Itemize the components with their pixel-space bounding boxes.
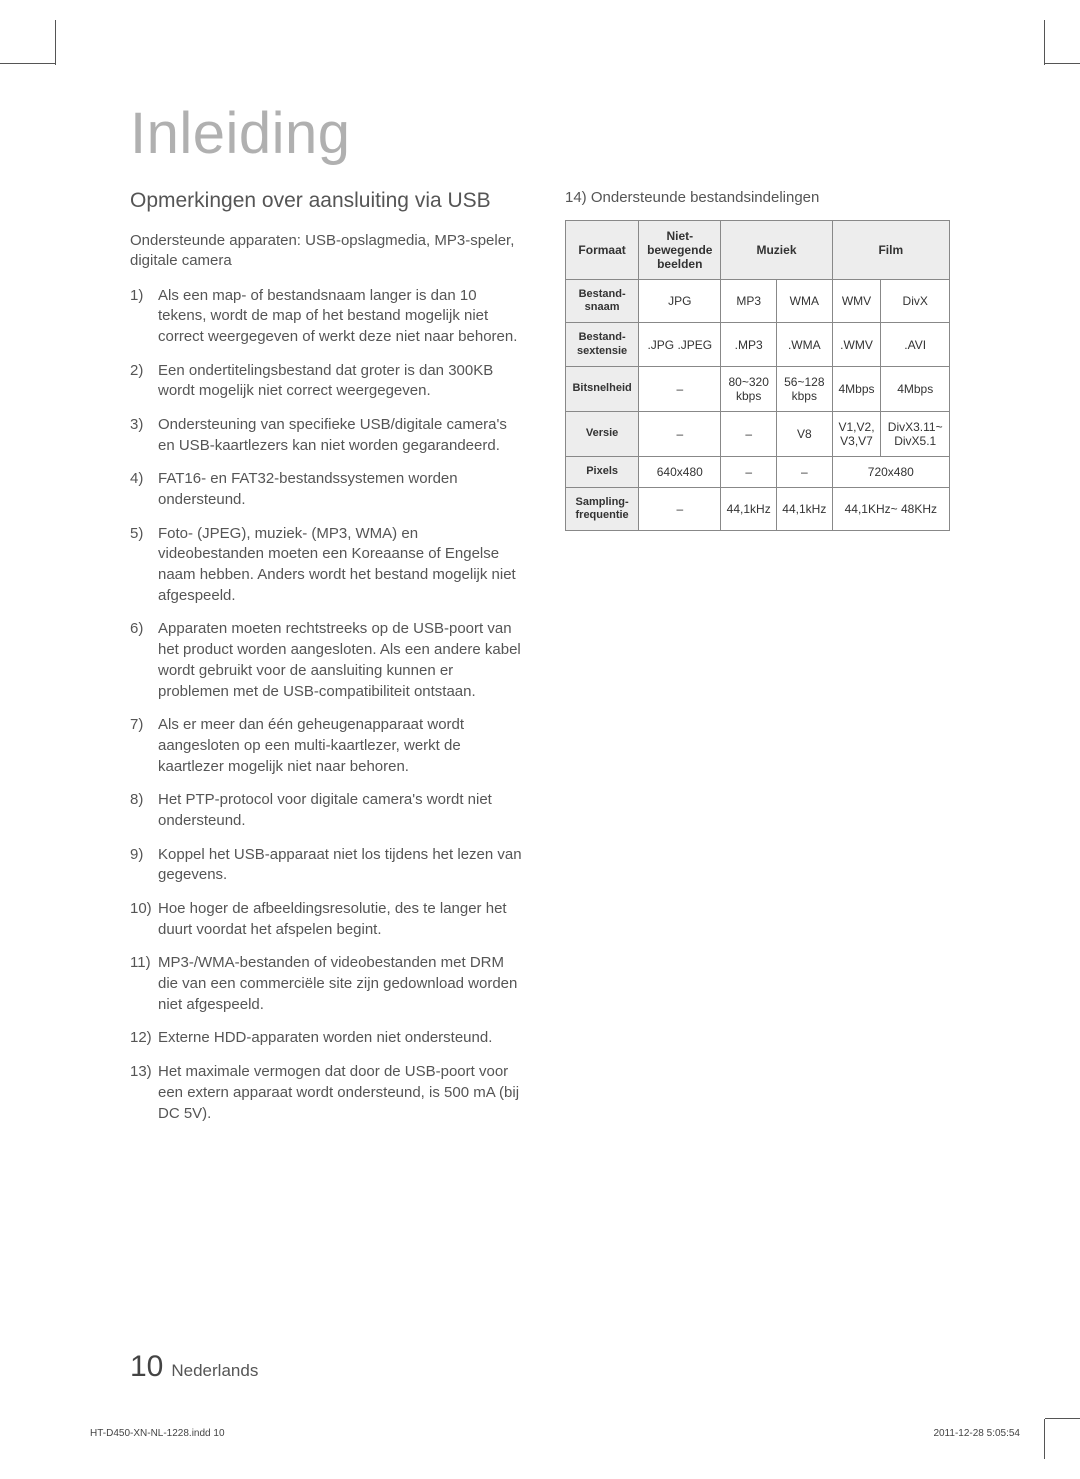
right-column: 14) Ondersteunde bestandsindelingen Form… [565,189,950,1137]
list-text: FAT16- en FAT32-bestandssystemen worden … [158,469,525,510]
cell: .MP3 [721,323,777,366]
list-item: 1)Als een map- of bestandsnaam langer is… [130,286,525,348]
indd-filename: HT-D450-XN-NL-1228.indd 10 [90,1428,225,1439]
list-text: Hoe hoger de afbeeldingsresolutie, des t… [158,899,525,940]
cell: 44,1KHz~ 48KHz [832,487,949,530]
col-header: Niet-bewegende beelden [639,221,721,280]
list-text: MP3-/WMA-bestanden of videobestanden met… [158,953,525,1015]
cell: – [639,366,721,411]
col-header: Formaat [566,221,639,280]
row-header: Bitsnelheid [566,366,639,411]
cell: 4Mbps [832,366,881,411]
left-column: Opmerkingen over aansluiting via USB Ond… [130,189,525,1137]
list-text: Koppel het USB-apparaat niet los tijdens… [158,845,525,886]
table-row: Versie – – V8 V1,V2, V3,V7 DivX3.11~ Div… [566,411,950,456]
cell: MP3 [721,280,777,323]
cell: – [639,411,721,456]
list-text: Het PTP-protocol voor digitale camera's … [158,790,525,831]
row-header: Bestand-sextensie [566,323,639,366]
crop-mark [1044,20,1045,65]
cell: 44,1kHz [721,487,777,530]
cell: 640x480 [639,456,721,487]
list-item: 11)MP3-/WMA-bestanden of videobestanden … [130,953,525,1015]
crop-mark [1045,1418,1080,1419]
crop-mark [1044,1419,1045,1459]
cell: 56~128 kbps [777,366,833,411]
intro-text: Ondersteunde apparaten: USB-opslagmedia,… [130,231,525,272]
page-title: Inleiding [130,100,950,167]
list-text: Ondersteuning van specifieke USB/digital… [158,415,525,456]
list-item: 7)Als er meer dan één geheugenapparaat w… [130,715,525,777]
notes-list: 1)Als een map- of bestandsnaam langer is… [130,286,525,1125]
list-text: Als er meer dan één geheugenapparaat wor… [158,715,525,777]
cell: .AVI [881,323,950,366]
crop-mark [0,63,55,64]
cell: DivX3.11~ DivX5.1 [881,411,950,456]
list-item: 6)Apparaten moeten rechtstreeks op de US… [130,619,525,702]
row-header: Versie [566,411,639,456]
cell: – [721,411,777,456]
cell: V8 [777,411,833,456]
cell: .WMA [777,323,833,366]
section-subtitle: Opmerkingen over aansluiting via USB [130,189,525,213]
row-header: Sampling-frequentie [566,487,639,530]
cell: JPG [639,280,721,323]
col-header: Film [832,221,949,280]
cell: 720x480 [832,456,949,487]
cell: 44,1kHz [777,487,833,530]
cell: 4Mbps [881,366,950,411]
list-item: 4)FAT16- en FAT32-bestandssystemen worde… [130,469,525,510]
list-item: 10)Hoe hoger de afbeeldingsresolutie, de… [130,899,525,940]
format-table: Formaat Niet-bewegende beelden Muziek Fi… [565,220,950,531]
list-item: 5)Foto- (JPEG), muziek- (MP3, WMA) en vi… [130,524,525,607]
list-item: 8)Het PTP-protocol voor digitale camera'… [130,790,525,831]
cell: WMV [832,280,881,323]
list-item: 12)Externe HDD-apparaten worden niet ond… [130,1028,525,1049]
row-header: Bestand-snaam [566,280,639,323]
language-label: Nederlands [171,1361,258,1381]
cell: .WMV [832,323,881,366]
crop-mark [1045,63,1080,64]
table-row: Bestand-snaam JPG MP3 WMA WMV DivX [566,280,950,323]
page-number: 10 [130,1350,163,1384]
list-text: Externe HDD-apparaten worden niet onders… [158,1028,525,1049]
cell: .JPG .JPEG [639,323,721,366]
row-header: Pixels [566,456,639,487]
list-item: 9)Koppel het USB-apparaat niet los tijde… [130,845,525,886]
cell: DivX [881,280,950,323]
list-item: 2)Een ondertitelingsbestand dat groter i… [130,361,525,402]
timestamp: 2011-12-28 5:05:54 [933,1428,1020,1439]
cell: – [639,487,721,530]
cell: WMA [777,280,833,323]
list-text: Als een map- of bestandsnaam langer is d… [158,286,525,348]
cell: – [777,456,833,487]
table-row: Sampling-frequentie – 44,1kHz 44,1kHz 44… [566,487,950,530]
cell: – [721,456,777,487]
cell: 80~320 kbps [721,366,777,411]
table-row: Pixels 640x480 – – 720x480 [566,456,950,487]
list-item: 13)Het maximale vermogen dat door de USB… [130,1062,525,1124]
page-content: Inleiding Opmerkingen over aansluiting v… [130,100,950,1137]
cell: V1,V2, V3,V7 [832,411,881,456]
list-text: Apparaten moeten rechtstreeks op de USB-… [158,619,525,702]
col-header: Muziek [721,221,832,280]
list-text: Het maximale vermogen dat door de USB-po… [158,1062,525,1124]
list-text: Een ondertitelingsbestand dat groter is … [158,361,525,402]
list-text: Foto- (JPEG), muziek- (MP3, WMA) en vide… [158,524,525,607]
list-item: 3)Ondersteuning van specifieke USB/digit… [130,415,525,456]
crop-mark [55,20,85,65]
page-footer: 10 Nederlands [130,1350,258,1384]
table-row: Bestand-sextensie .JPG .JPEG .MP3 .WMA .… [566,323,950,366]
table-row: Bitsnelheid – 80~320 kbps 56~128 kbps 4M… [566,366,950,411]
table-caption: 14) Ondersteunde bestandsindelingen [565,189,950,206]
